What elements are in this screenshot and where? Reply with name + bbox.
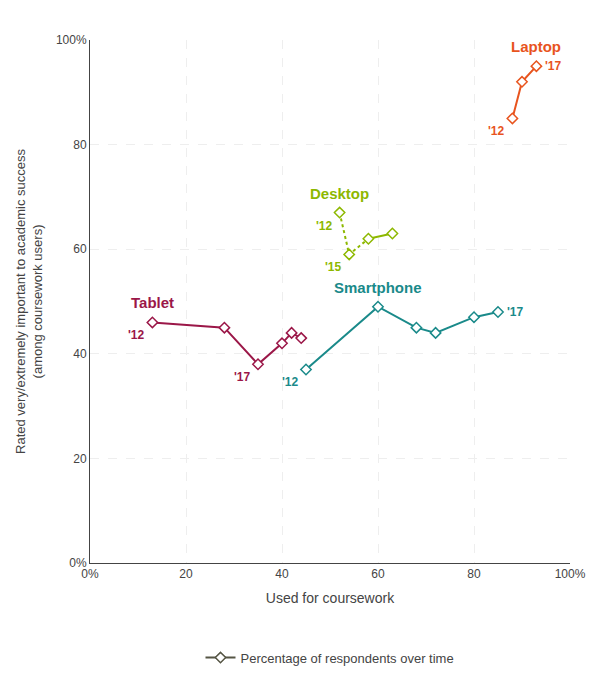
svg-text:'12: '12 (488, 124, 505, 138)
svg-text:'17: '17 (507, 305, 524, 319)
svg-text:'12: '12 (316, 219, 333, 233)
svg-text:Rated very/extremely important: Rated very/extremely important to academ… (13, 149, 45, 454)
svg-text:40: 40 (73, 347, 87, 361)
svg-text:Laptop: Laptop (511, 38, 561, 55)
svg-text:100%: 100% (56, 33, 87, 47)
svg-text:Desktop: Desktop (310, 185, 369, 202)
svg-text:60: 60 (371, 567, 385, 581)
svg-text:60: 60 (73, 242, 87, 256)
svg-text:0%: 0% (81, 567, 99, 581)
svg-text:'15: '15 (325, 260, 342, 274)
svg-text:'17: '17 (545, 59, 562, 73)
svg-text:0%: 0% (69, 556, 87, 570)
svg-text:40: 40 (275, 567, 289, 581)
svg-text:Percentage of respondents over: Percentage of respondents over time (241, 651, 454, 666)
svg-text:100%: 100% (555, 567, 586, 581)
svg-text:Tablet: Tablet (131, 294, 174, 311)
svg-text:'12: '12 (128, 328, 145, 342)
svg-text:Used for coursework: Used for coursework (266, 590, 395, 606)
svg-text:'12: '12 (282, 375, 299, 389)
svg-text:80: 80 (467, 567, 481, 581)
svg-text:20: 20 (179, 567, 193, 581)
svg-text:20: 20 (73, 452, 87, 466)
svg-text:80: 80 (73, 138, 87, 152)
svg-text:Smartphone: Smartphone (334, 279, 422, 296)
svg-text:'17: '17 (234, 370, 251, 384)
